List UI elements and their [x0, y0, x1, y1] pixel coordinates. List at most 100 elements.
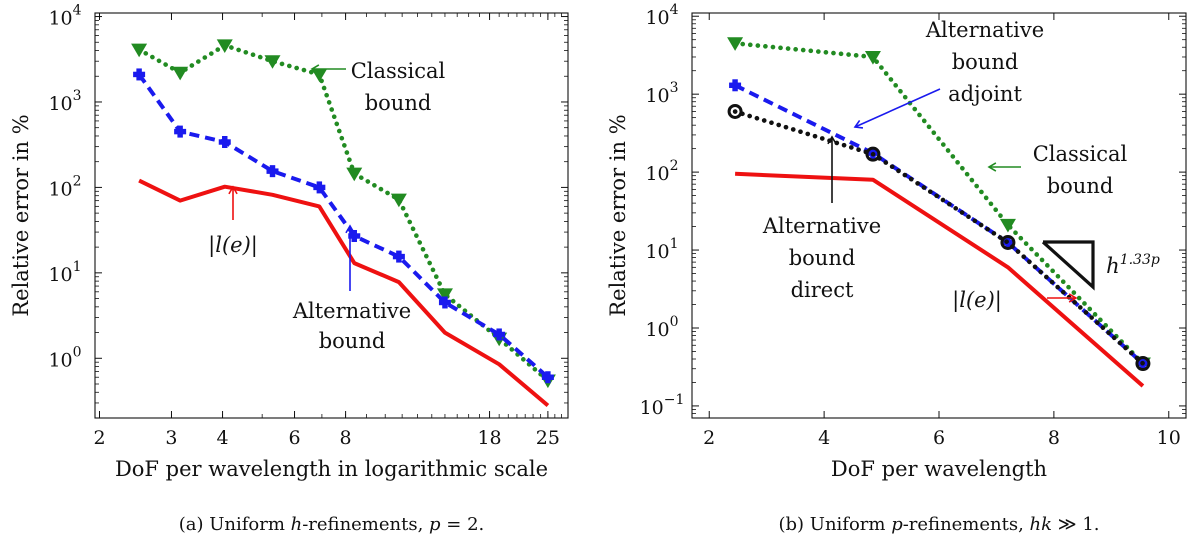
caption-variable: hk	[1030, 514, 1053, 535]
y-tick-label: 10−1	[640, 392, 685, 419]
caption: (a) Uniform h-refinements, p = 2.	[179, 514, 485, 535]
data-point-alternative-direct	[865, 146, 881, 162]
x-tick-label: 8	[1048, 427, 1060, 449]
x-tick-label: 2	[93, 427, 105, 449]
caption-variable: h	[291, 514, 303, 535]
slope-base: h	[1106, 254, 1120, 278]
y-tick-base: 10	[640, 397, 664, 419]
y-tick-base: 10	[48, 8, 72, 30]
y-tick-exponent: 3	[73, 88, 82, 104]
x-tick-label: 8	[340, 427, 352, 449]
series-error	[735, 171, 1145, 388]
series-error	[138, 178, 550, 408]
y-tick-exponent: 1	[73, 259, 82, 275]
data-point-classical	[264, 55, 281, 69]
annotation-error: |l(e)|	[208, 233, 258, 258]
x-tick-label: 3	[165, 427, 177, 449]
y-tick-label: 104	[645, 2, 678, 29]
annotation-alternative-direct: Alternative	[762, 214, 881, 238]
data-point-alternative	[496, 328, 502, 341]
x-tick-label: 25	[536, 427, 560, 449]
arrow-alternative-adjoint	[854, 88, 941, 128]
arrow-classical-head	[310, 64, 320, 74]
y-tick-label: 104	[48, 3, 81, 30]
arrow-error-head	[1068, 293, 1078, 303]
data-point-alternative	[269, 165, 276, 178]
y-tick-base: 10	[48, 349, 72, 371]
data-point-alternative-adjoint	[732, 79, 738, 92]
data-point-alternative	[222, 136, 228, 149]
caption-variable: p	[429, 514, 441, 535]
annotation-classical: Classical	[1033, 142, 1128, 166]
annotation-alternative-adjoint: bound	[952, 50, 1019, 74]
y-tick-label: 100	[48, 344, 81, 371]
y-tick-base: 10	[48, 178, 72, 200]
y-tick-base: 10	[645, 163, 669, 185]
y-axis-label: Relative error in %	[9, 114, 33, 316]
series-line-error	[735, 171, 1145, 388]
series-line-classical	[136, 42, 551, 383]
y-tick-exponent: 4	[670, 2, 679, 18]
caption-text: (b) Uniform	[778, 514, 891, 535]
series-classical	[727, 37, 1151, 372]
series-alternative-direct	[727, 103, 1151, 372]
data-point-classical	[390, 193, 407, 208]
y-tick-label: 102	[48, 173, 81, 200]
y-tick-label: 103	[645, 80, 678, 107]
y-tick-base: 10	[48, 93, 72, 115]
data-point-classical	[727, 37, 744, 51]
y-tick-base: 10	[645, 85, 669, 107]
data-point-classical	[346, 167, 363, 182]
data-point-alternative-direct	[1135, 356, 1151, 372]
arrow-classical-head	[987, 162, 997, 172]
y-tick-label: 102	[645, 158, 678, 185]
y-tick-exponent: 1	[670, 236, 679, 252]
x-tick-label: 2	[703, 427, 715, 449]
data-point-alternative-direct	[1000, 234, 1016, 250]
data-point-classical	[172, 66, 189, 81]
series-line-classical	[732, 40, 1146, 366]
y-tick-exponent: 0	[670, 314, 679, 330]
x-tick-label: 4	[818, 427, 830, 449]
y-tick-label: 101	[48, 259, 81, 286]
plot-frame	[94, 12, 569, 419]
data-point-alternative-direct	[727, 103, 743, 119]
annotation-classical: Classical	[351, 59, 446, 83]
data-point-alternative	[177, 125, 183, 138]
x-tick-label: 18	[477, 427, 501, 449]
caption: (b) Uniform p-refinements, hk ≫ 1.	[778, 514, 1099, 535]
data-point-alternative	[351, 229, 357, 242]
caption-text: = 2.	[441, 514, 485, 535]
y-tick-exponent: 4	[73, 3, 82, 19]
slope-exponent: 1.33p	[1120, 252, 1160, 268]
annotation-alternative-adjoint: Alternative	[925, 18, 1044, 42]
data-point-classical	[999, 218, 1016, 233]
y-tick-base: 10	[645, 241, 669, 263]
x-tick-label: 10	[1157, 427, 1181, 449]
caption-text: ≫ 1.	[1052, 514, 1099, 535]
annotation-alternative-adjoint: adjoint	[948, 82, 1022, 106]
data-point-alternative	[545, 371, 551, 384]
y-tick-exponent: 3	[670, 80, 679, 96]
y-tick-exponent: −1	[664, 392, 685, 408]
data-point-alternative	[136, 68, 142, 81]
arrow-alternative-head	[345, 224, 355, 234]
arrow-alternative-adjoint-head	[853, 120, 864, 129]
x-axis-label: DoF per wavelength in logarithmic scale	[115, 457, 548, 481]
y-tick-label: 103	[48, 88, 81, 115]
data-point-alternative	[396, 250, 402, 263]
x-tick-label: 6	[288, 427, 300, 449]
annotation-classical: bound	[1047, 174, 1114, 198]
annotation-alternative: bound	[319, 329, 386, 353]
data-point-classical	[864, 50, 881, 65]
y-tick-label: 101	[645, 236, 678, 263]
x-tick-label: 4	[217, 427, 229, 449]
data-point-alternative	[316, 181, 323, 194]
caption-variable: p	[891, 514, 903, 535]
annotation-classical: bound	[365, 91, 432, 115]
series-line-alternative-direct	[732, 109, 1146, 366]
arrow-alternative-direct-head	[827, 135, 837, 145]
